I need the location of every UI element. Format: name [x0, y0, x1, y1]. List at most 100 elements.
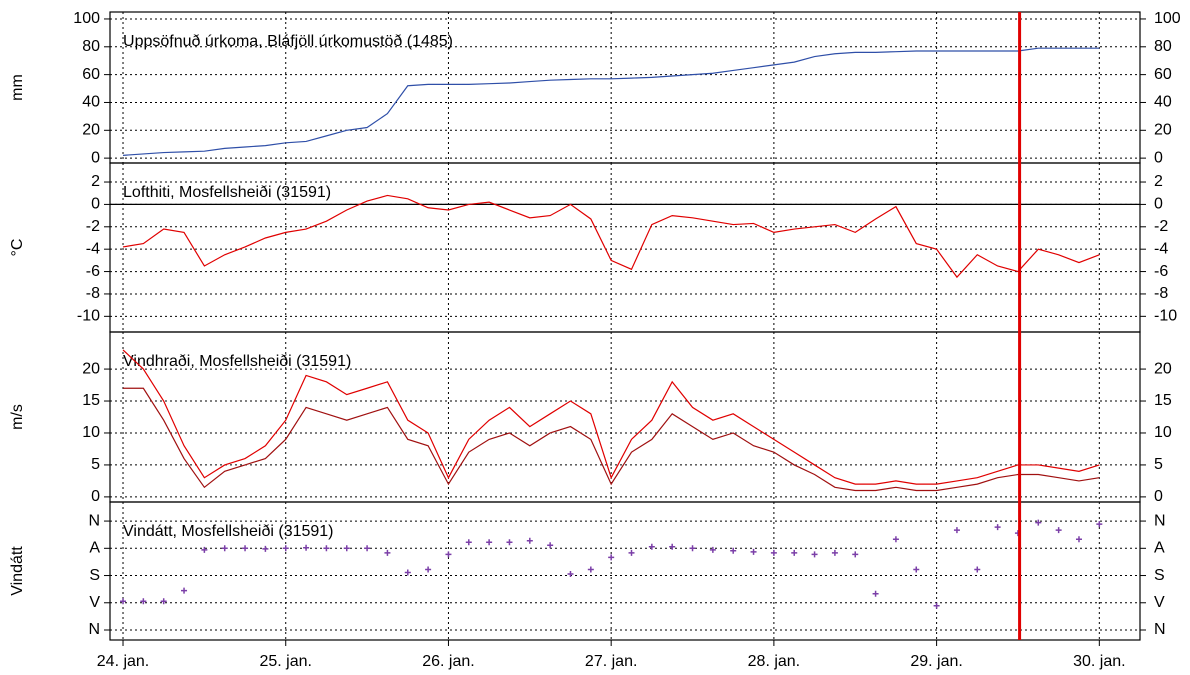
x-tick-label: 27. jan. — [585, 653, 637, 670]
y-tick-label: -4 — [86, 240, 100, 257]
point — [160, 598, 167, 605]
y-tick-label: 10 — [82, 424, 100, 441]
y-tick-label-right: -4 — [1154, 240, 1168, 257]
y-tick-label-right: 0 — [1154, 196, 1163, 213]
y-tick-label: 2 — [91, 173, 100, 190]
point — [547, 542, 554, 549]
y-tick-label-right: V — [1154, 594, 1165, 611]
panel-title: Lofthiti, Mosfellsheiði (31591) — [123, 184, 331, 201]
y-tick-label-right: 100 — [1154, 10, 1181, 27]
point — [628, 549, 635, 556]
y-tick-label: 0 — [91, 488, 100, 505]
y-axis-label: Vindátt — [9, 546, 26, 596]
series-line — [122, 47, 1100, 156]
y-tick-label-right: 60 — [1154, 66, 1172, 83]
point — [791, 549, 798, 556]
point — [486, 539, 493, 546]
point — [303, 544, 310, 551]
point — [669, 543, 676, 550]
y-tick-label-right: -8 — [1154, 285, 1168, 302]
y-tick-label-right: N — [1154, 621, 1166, 638]
y-tick-label: S — [89, 567, 100, 584]
y-tick-label-right: A — [1154, 540, 1165, 557]
y-tick-label-right: 15 — [1154, 392, 1172, 409]
point — [221, 545, 228, 552]
point — [1075, 536, 1082, 543]
panel-title: Uppsöfnuð úrkoma, Bláfjöll úrkomustöð (1… — [123, 33, 453, 50]
point — [364, 545, 371, 552]
point — [567, 571, 574, 578]
point — [343, 545, 350, 552]
series-line — [123, 387, 1100, 492]
point — [730, 547, 737, 554]
y-tick-label-right: S — [1154, 567, 1165, 584]
point — [587, 566, 594, 573]
x-tick-label: 26. jan. — [422, 653, 474, 670]
point — [181, 587, 188, 594]
y-tick-label: N — [88, 512, 100, 529]
point — [953, 527, 960, 534]
y-tick-label-right: -6 — [1154, 263, 1168, 280]
y-tick-label: 100 — [73, 10, 100, 27]
y-tick-label: -8 — [86, 285, 100, 302]
point — [608, 554, 615, 561]
point — [974, 566, 981, 573]
point — [506, 539, 513, 546]
point — [750, 548, 757, 555]
point — [526, 537, 533, 544]
y-tick-label: N — [88, 621, 100, 638]
point — [323, 545, 330, 552]
point — [892, 536, 899, 543]
point — [262, 545, 269, 552]
y-axis-label: m/s — [9, 404, 26, 430]
x-tick-label: 30. jan. — [1073, 653, 1125, 670]
y-tick-label: -2 — [86, 218, 100, 235]
y-axis-label: °C — [9, 239, 26, 257]
x-tick-label: 28. jan. — [748, 653, 800, 670]
y-tick-label-right: 20 — [1154, 360, 1172, 377]
y-tick-label-right: 5 — [1154, 456, 1163, 473]
y-axis-label: mm — [9, 74, 26, 101]
series-line — [122, 194, 1100, 279]
y-tick-label-right: 10 — [1154, 424, 1172, 441]
point — [1055, 527, 1062, 534]
point — [242, 545, 249, 552]
point — [140, 598, 147, 605]
y-tick-label-right: -10 — [1154, 308, 1177, 325]
y-tick-label-right: -2 — [1154, 218, 1168, 235]
point — [120, 598, 127, 605]
point — [770, 549, 777, 556]
point — [933, 602, 940, 609]
point — [872, 590, 879, 597]
point — [811, 551, 818, 558]
x-tick-label: 24. jan. — [97, 653, 149, 670]
y-tick-label: 15 — [82, 392, 100, 409]
point — [852, 551, 859, 558]
y-tick-label-right: 2 — [1154, 173, 1163, 190]
point — [994, 524, 1001, 531]
y-tick-label-right: 0 — [1154, 488, 1163, 505]
x-tick-label: 29. jan. — [910, 653, 962, 670]
point — [913, 566, 920, 573]
panel-title: Vindhraði, Mosfellsheiði (31591) — [123, 353, 351, 370]
y-tick-label: -6 — [86, 263, 100, 280]
y-tick-label: 40 — [82, 94, 100, 111]
point — [445, 551, 452, 558]
panel-frame — [109, 501, 1141, 641]
y-tick-label: 0 — [91, 196, 100, 213]
point — [201, 546, 208, 553]
panel-title: Vindátt, Mosfellsheiði (31591) — [123, 523, 334, 540]
point — [648, 543, 655, 550]
x-tick-label: 25. jan. — [259, 653, 311, 670]
point — [404, 569, 411, 576]
series-line — [122, 349, 1100, 485]
y-tick-label-right: N — [1154, 512, 1166, 529]
y-tick-label: 5 — [91, 456, 100, 473]
point — [465, 539, 472, 546]
y-tick-label: 60 — [82, 66, 100, 83]
point — [1035, 519, 1042, 526]
y-tick-label: 80 — [82, 38, 100, 55]
point — [831, 549, 838, 556]
y-tick-label-right: 20 — [1154, 122, 1172, 139]
y-tick-label: A — [89, 540, 100, 557]
